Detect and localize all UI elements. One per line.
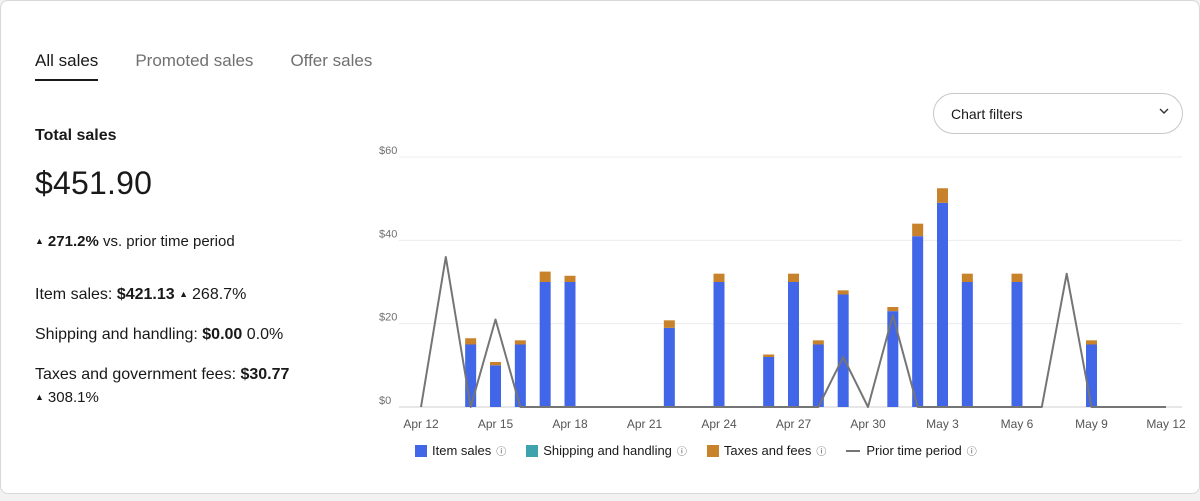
y-tick-label: $20 bbox=[379, 312, 397, 324]
chart-filters-label: Chart filters bbox=[951, 105, 1023, 122]
legend-prior-label: Prior time period bbox=[866, 443, 962, 458]
total-sales-value: $451.90 bbox=[35, 165, 153, 201]
chart-legend: Item sales ⓘ Shipping and handling ⓘ Tax… bbox=[415, 443, 997, 458]
info-icon[interactable]: ⓘ bbox=[496, 447, 507, 458]
x-tick-label: May 12 bbox=[1146, 417, 1186, 431]
total-change: ▲ 271.2% vs. prior time period bbox=[35, 233, 355, 250]
x-tick-label: Apr 15 bbox=[478, 417, 514, 431]
taxes-bar bbox=[465, 338, 477, 345]
legend-taxes[interactable]: Taxes and fees ⓘ bbox=[706, 443, 827, 458]
x-tick-label: Apr 27 bbox=[776, 417, 812, 431]
up-triangle-icon: ▲ bbox=[35, 236, 44, 246]
item-sales-bar bbox=[465, 344, 477, 407]
prior-period-line bbox=[420, 256, 1166, 408]
x-tick-label: Apr 18 bbox=[552, 417, 588, 431]
taxes-bar bbox=[912, 223, 924, 237]
sales-tabs: All sales Promoted sales Offer sales bbox=[35, 51, 409, 81]
info-icon[interactable]: ⓘ bbox=[816, 447, 827, 458]
taxes-value: $30.77 bbox=[240, 366, 290, 383]
taxes-change: 308.1% bbox=[47, 389, 99, 406]
item-sales-bar bbox=[887, 311, 899, 407]
tab-all-sales[interactable]: All sales bbox=[35, 51, 99, 81]
item-sales-bar bbox=[663, 327, 675, 407]
taxes-bar bbox=[539, 271, 551, 282]
taxes-bar bbox=[788, 273, 799, 282]
legend-item-sales[interactable]: Item sales ⓘ bbox=[415, 443, 506, 458]
item-sales-swatch bbox=[415, 444, 427, 457]
item-sales-metric: Item sales: $421.13 ▲ 268.7% bbox=[35, 284, 355, 305]
taxes-bar bbox=[1086, 340, 1097, 345]
taxes-bar bbox=[564, 275, 576, 282]
legend-shipping-label: Shipping and handling bbox=[543, 443, 672, 458]
taxes-change-line: ▲ 308.1% bbox=[35, 389, 355, 406]
chevron-down-icon bbox=[1158, 104, 1170, 120]
sales-chart: $0 $20 $40 $60 Apr 12 Apr 15 Apr 18 Apr 21 Apr 2… bbox=[379, 145, 1186, 431]
item-sales-change: 268.7% bbox=[192, 286, 247, 303]
item-sales-bar bbox=[837, 294, 849, 407]
shipping-value: $0.00 bbox=[202, 326, 243, 343]
item-sales-bar bbox=[564, 282, 576, 407]
x-tick-label: Apr 30 bbox=[850, 417, 886, 431]
item-sales-value: $421.13 bbox=[116, 286, 175, 303]
taxes-bar bbox=[663, 320, 675, 328]
taxes-label: Taxes and government fees: bbox=[35, 366, 237, 383]
item-sales-bar bbox=[539, 282, 551, 407]
taxes-bar bbox=[514, 340, 526, 345]
taxes-bar bbox=[812, 340, 824, 345]
x-tick-label: May 9 bbox=[1075, 417, 1108, 431]
shipping-label: Shipping and handling: bbox=[35, 326, 198, 343]
item-sales-bar bbox=[788, 282, 799, 407]
taxes-bar bbox=[961, 273, 973, 282]
tab-offer-sales[interactable]: Offer sales bbox=[290, 51, 373, 70]
total-change-pct: 271.2% bbox=[47, 233, 99, 250]
taxes-bar bbox=[887, 307, 899, 312]
legend-taxes-label: Taxes and fees bbox=[723, 443, 812, 458]
shipping-metric: Shipping and handling: $0.00 0.0% bbox=[35, 325, 355, 345]
legend-shipping[interactable]: Shipping and handling ⓘ bbox=[526, 443, 687, 458]
shipping-change: 0.0% bbox=[246, 326, 284, 343]
y-tick-label: $60 bbox=[379, 145, 397, 157]
info-icon[interactable]: ⓘ bbox=[966, 447, 977, 458]
item-sales-bar bbox=[937, 202, 948, 407]
taxes-bar bbox=[713, 273, 725, 282]
taxes-metric: Taxes and government fees: $30.77 bbox=[35, 365, 355, 385]
prior-line-swatch bbox=[846, 449, 861, 452]
x-tick-label: Apr 12 bbox=[403, 417, 439, 431]
total-sales-label: Total sales bbox=[35, 127, 117, 144]
item-sales-bar bbox=[1086, 344, 1097, 407]
info-icon[interactable]: ⓘ bbox=[676, 447, 687, 458]
taxes-bar bbox=[937, 188, 948, 203]
y-tick-label: $0 bbox=[379, 395, 391, 407]
taxes-bar bbox=[763, 354, 775, 357]
tab-promoted-sales[interactable]: Promoted sales bbox=[135, 51, 254, 70]
legend-item-sales-label: Item sales bbox=[432, 443, 492, 458]
y-tick-label: $40 bbox=[379, 228, 397, 240]
up-triangle-icon: ▲ bbox=[179, 289, 189, 299]
x-tick-label: May 6 bbox=[1001, 417, 1034, 431]
x-tick-label: Apr 21 bbox=[627, 417, 663, 431]
sales-summary: Total sales $451.90 ▲ 271.2% vs. prior ti… bbox=[35, 127, 355, 406]
item-sales-bar bbox=[713, 282, 725, 407]
up-triangle-icon: ▲ bbox=[35, 392, 44, 402]
taxes-bar bbox=[490, 362, 501, 366]
item-sales-bar bbox=[812, 344, 824, 407]
item-sales-bar bbox=[1011, 282, 1023, 407]
item-sales-bar bbox=[514, 344, 526, 407]
x-tick-label: May 3 bbox=[926, 417, 959, 431]
x-tick-label: Apr 24 bbox=[701, 417, 737, 431]
taxes-bar bbox=[1011, 273, 1023, 282]
item-sales-bar bbox=[961, 282, 973, 407]
taxes-bar bbox=[837, 290, 849, 295]
chart-filters-dropdown[interactable]: Chart filters bbox=[933, 93, 1183, 134]
item-sales-bar bbox=[912, 236, 924, 407]
item-sales-bar bbox=[490, 365, 501, 407]
shipping-swatch bbox=[526, 444, 539, 457]
legend-prior[interactable]: Prior time period ⓘ bbox=[846, 443, 977, 458]
total-change-text: vs. prior time period bbox=[102, 233, 235, 250]
item-sales-bar bbox=[763, 357, 775, 407]
item-sales-label: Item sales: bbox=[35, 286, 113, 303]
taxes-swatch bbox=[706, 444, 719, 457]
